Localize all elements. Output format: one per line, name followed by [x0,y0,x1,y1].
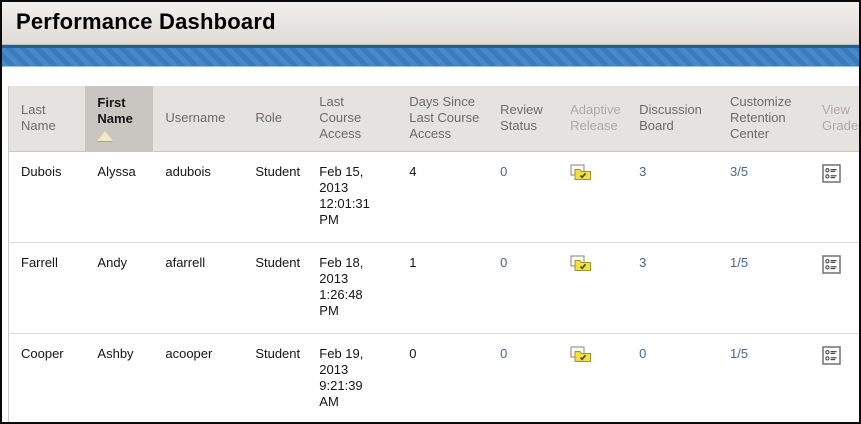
column-header-view-grades: View Grades [809,86,859,152]
column-header-days-since-last-course-access[interactable]: Days Since Last Course Access [397,86,489,152]
role-cell: Student [243,333,308,422]
performance-table: Last Name First Name Username Role Last Cour… [8,86,859,422]
adaptive-release-cell [558,333,628,422]
retention-center-cell: 1/5 [718,333,810,422]
last-course-access-cell: Feb 18, 2013 1:26:48 PM [307,242,398,334]
table-header-row: Last Name First Name Username Role Last Cour… [8,86,859,152]
days-since-cell: 0 [397,333,489,422]
review-status-link[interactable]: 0 [500,345,508,361]
retention-center-link[interactable]: 3/5 [730,163,749,179]
retention-center-link[interactable]: 1/5 [730,345,749,361]
action-bar [2,45,859,67]
role-cell: Student [243,151,308,243]
column-header-label: Customize Retention Center [730,94,792,142]
column-header-label: First Name [97,95,133,127]
column-header-label: Username [165,110,226,126]
column-header-review-status[interactable]: Review Status [488,86,559,152]
column-header-label: View Grades [821,102,859,134]
adaptive-release-cell [558,242,628,334]
discussion-board-cell: 3 [627,242,719,334]
retention-center-cell: 3/5 [718,151,810,243]
title-bar: Performance Dashboard [2,2,859,45]
retention-center-link[interactable]: 1/5 [730,254,749,270]
review-status-link[interactable]: 0 [500,254,508,270]
grade-list-icon[interactable] [822,254,841,274]
column-header-role[interactable]: Role [243,86,308,152]
column-header-label: Last Course Access [319,94,362,142]
performance-table-container: Last Name First Name Username Role Last Cour… [8,86,859,422]
last-course-access-cell: Feb 15, 2013 12:01:31 PM [307,151,398,243]
first-name-cell: Andy [85,242,154,334]
first-name-cell: Alyssa [85,151,154,243]
column-header-discussion-board[interactable]: Discussion Board [627,86,719,152]
sort-ascending-icon [97,131,114,142]
first-name-cell: Ashby [85,333,154,422]
role-cell: Student [243,242,308,334]
review-status-link[interactable]: 0 [500,163,508,179]
adaptive-release-cell [558,151,628,243]
column-header-customize-retention-center[interactable]: Customize Retention Center [718,86,810,152]
discussion-board-link[interactable]: 3 [639,254,647,270]
view-grades-cell [809,151,859,243]
spacer [2,67,859,86]
column-header-first-name[interactable]: First Name [85,86,154,152]
days-since-cell: 4 [397,151,489,243]
grade-list-icon[interactable] [822,163,841,183]
username-cell: adubois [153,151,244,243]
table-row: Farrell Andy afarrell Student Feb 18, 20… [8,242,859,334]
table-row: Dubois Alyssa adubois Student Feb 15, 20… [8,151,859,243]
last-name-cell: Cooper [8,333,86,422]
days-since-cell: 1 [397,242,489,334]
view-grades-cell [809,333,859,422]
column-header-label: Days Since Last Course Access [409,94,480,142]
folder-check-icon[interactable] [570,345,592,363]
folder-check-icon[interactable] [570,254,592,272]
column-header-adaptive-release: Adaptive Release [558,86,628,152]
username-cell: acooper [153,333,244,422]
folder-check-icon[interactable] [570,163,592,181]
column-header-last-course-access[interactable]: Last Course Access [307,86,398,152]
column-header-label: Discussion Board [639,102,702,134]
view-grades-cell [809,242,859,334]
review-status-cell: 0 [488,151,559,243]
column-header-last-name[interactable]: Last Name [8,86,86,152]
column-header-label: Last Name [21,102,56,134]
discussion-board-cell: 0 [627,333,719,422]
table-row: Cooper Ashby acooper Student Feb 19, 201… [8,333,859,422]
last-name-cell: Farrell [8,242,86,334]
discussion-board-link[interactable]: 0 [639,345,647,361]
username-cell: afarrell [153,242,244,334]
review-status-cell: 0 [488,242,559,334]
last-course-access-cell: Feb 19, 2013 9:21:39 AM [307,333,398,422]
discussion-board-cell: 3 [627,151,719,243]
retention-center-cell: 1/5 [718,242,810,334]
grade-list-icon[interactable] [822,345,841,365]
column-header-username[interactable]: Username [153,86,244,152]
page-title: Performance Dashboard [16,9,276,34]
last-name-cell: Dubois [8,151,86,243]
column-header-label: Adaptive Release [570,102,621,134]
discussion-board-link[interactable]: 3 [639,163,647,179]
review-status-cell: 0 [488,333,559,422]
column-header-label: Role [255,110,283,126]
column-header-label: Review Status [500,102,543,134]
